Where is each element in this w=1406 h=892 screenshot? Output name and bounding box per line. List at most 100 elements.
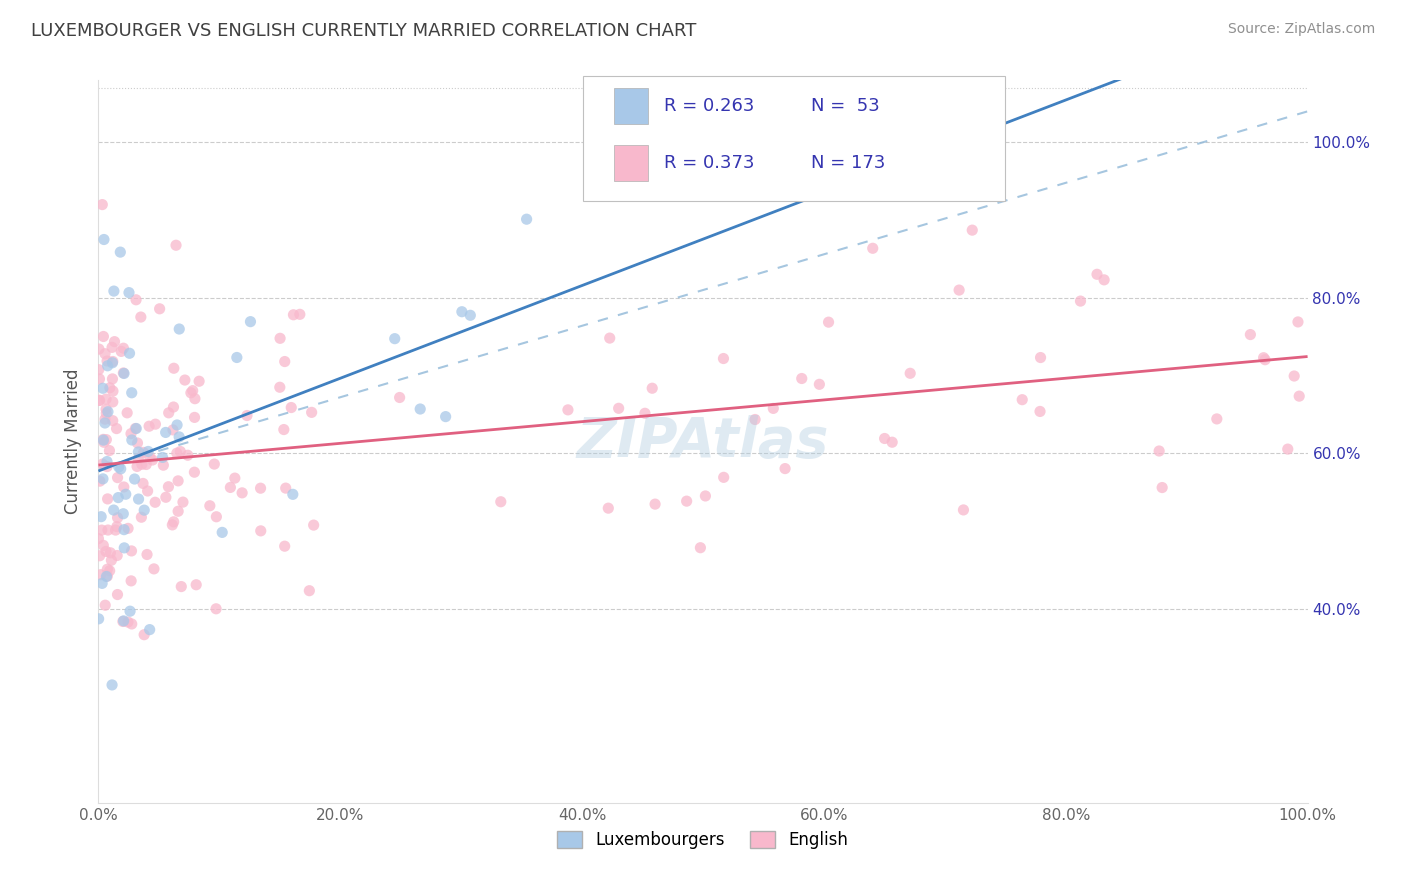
Point [115, 406, 138, 420]
Point [107, 491, 129, 505]
Point [1282, 369, 1305, 384]
Point [163, 515, 186, 529]
Point [1069, 294, 1091, 309]
Point [288, 307, 311, 321]
Point [188, 374, 211, 388]
Point [451, 304, 474, 318]
Point [118, 285, 141, 300]
Point [607, 401, 630, 416]
Point [91, 433, 114, 447]
Point [125, 421, 148, 435]
Point [91, 538, 114, 552]
Point [239, 315, 262, 329]
Point [599, 331, 621, 345]
Text: LUXEMBOURGER VS ENGLISH CURRENTLY MARRIED CORRELATION CHART: LUXEMBOURGER VS ENGLISH CURRENTLY MARRIE… [31, 22, 696, 40]
Point [274, 481, 297, 495]
Point [90, 509, 112, 524]
Point [97, 359, 120, 373]
Point [1152, 481, 1174, 495]
Point [236, 409, 259, 423]
Point [121, 433, 143, 447]
Point [1254, 352, 1277, 367]
Point [101, 395, 124, 409]
Point [138, 419, 160, 434]
Point [298, 583, 321, 598]
Point [1085, 268, 1108, 282]
Text: R = 0.263: R = 0.263 [664, 97, 754, 115]
Point [211, 525, 233, 540]
Point [167, 504, 190, 518]
Point [219, 480, 242, 494]
Point [898, 366, 921, 380]
Text: R = 0.373: R = 0.373 [664, 154, 754, 172]
Point [516, 212, 538, 227]
Point [273, 539, 295, 553]
Point [101, 678, 124, 692]
Point [274, 354, 297, 368]
Point [94, 402, 117, 417]
Point [489, 495, 512, 509]
Point [124, 421, 146, 435]
Point [120, 574, 142, 588]
Point [873, 432, 896, 446]
Point [117, 615, 139, 629]
Point [388, 391, 411, 405]
Point [96, 406, 118, 420]
Point [1147, 444, 1170, 458]
Point [131, 510, 153, 524]
Point [157, 406, 180, 420]
Point [205, 509, 228, 524]
Point [166, 446, 188, 460]
Point [162, 400, 184, 414]
Point [135, 458, 157, 472]
Point [808, 377, 831, 392]
Point [301, 405, 323, 419]
Point [136, 444, 159, 458]
Point [231, 486, 253, 500]
Point [280, 401, 302, 415]
Point [90, 567, 112, 582]
Point [107, 588, 129, 602]
Point [127, 436, 149, 450]
Text: Source: ZipAtlas.com: Source: ZipAtlas.com [1227, 22, 1375, 37]
Point [127, 451, 149, 466]
Point [112, 614, 135, 628]
Point [93, 329, 115, 343]
Point [249, 481, 271, 495]
Point [458, 308, 481, 322]
Point [155, 490, 177, 504]
Point [91, 472, 114, 486]
Point [1253, 351, 1275, 365]
Point [882, 170, 904, 185]
Point [89, 393, 111, 408]
Point [89, 549, 111, 563]
Point [112, 480, 135, 494]
Point [101, 372, 124, 386]
Point [105, 519, 128, 533]
Point [167, 322, 190, 336]
Point [101, 414, 124, 428]
Point [557, 402, 579, 417]
Point [302, 518, 325, 533]
Point [434, 409, 457, 424]
Point [882, 435, 904, 450]
Point [124, 472, 146, 486]
Point [94, 347, 117, 361]
Point [103, 284, 125, 298]
Point [114, 487, 136, 501]
Point [110, 245, 132, 260]
Point [128, 491, 150, 506]
Point [713, 351, 735, 366]
Text: N =  53: N = 53 [811, 97, 880, 115]
Point [112, 507, 135, 521]
Point [112, 541, 135, 555]
Point [1277, 442, 1299, 456]
Point [104, 523, 127, 537]
Point [103, 334, 125, 349]
Legend: Luxembourgers, English: Luxembourgers, English [551, 824, 855, 856]
Point [117, 521, 139, 535]
Point [96, 569, 118, 583]
Point [283, 308, 305, 322]
Point [87, 362, 110, 376]
Point [862, 241, 884, 255]
